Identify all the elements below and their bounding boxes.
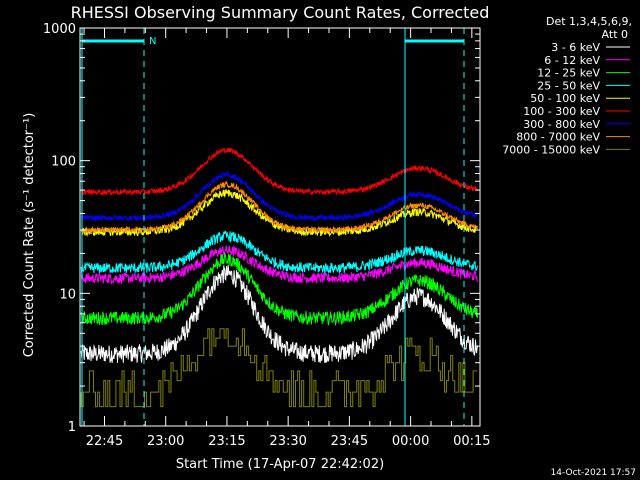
series-line-5 (80, 147, 478, 197)
x-tick-label: 23:30 (269, 434, 306, 449)
legend-label: 100 - 300 keV (523, 105, 600, 118)
series-line-2 (80, 252, 478, 327)
series-layer (80, 147, 478, 408)
plot-frame (79, 27, 481, 427)
y-tick-label: 1 (68, 420, 76, 435)
x-tick-label: 23:45 (331, 434, 368, 449)
detector-annotation: Det 1,3,4,5,6,9, (546, 15, 632, 28)
attenuator-annotation: Att 0 (602, 28, 628, 41)
series-line-0 (80, 265, 478, 364)
markers-layer: N (81, 28, 465, 426)
legend-label: 25 - 50 keV (537, 79, 600, 92)
night-marker-label: N (149, 36, 156, 47)
y-tick-label: 1000 (43, 22, 76, 37)
x-tick-label: 23:15 (208, 434, 245, 449)
series-line-8 (80, 328, 478, 408)
legend-label: 50 - 100 keV (530, 92, 600, 105)
legend-label: 7000 - 15000 keV (502, 143, 600, 156)
y-axis-label: Corrected Count Rate (s⁻¹ detector⁻¹) (22, 113, 37, 358)
legend-label: 300 - 800 keV (523, 118, 600, 131)
series-line-1 (80, 245, 478, 286)
y-tick-label: 100 (51, 155, 76, 170)
series-line-3 (80, 230, 478, 275)
x-tick-label: 00:15 (453, 434, 490, 449)
x-tick-label: 22:45 (86, 434, 123, 449)
x-tick-label: 23:00 (147, 434, 184, 449)
timestamp-annotation: 14-Oct-2021 17:57 (551, 468, 636, 478)
legend-label: 800 - 7000 keV (516, 131, 600, 144)
x-tick-label: 00:00 (392, 434, 429, 449)
legend-label: 3 - 6 keV (551, 41, 600, 54)
chart-title: RHESSI Observing Summary Count Rates, Co… (71, 3, 490, 22)
y-tick-label: 10 (59, 287, 76, 302)
series-line-7 (80, 180, 478, 235)
axis-layer: 1 10 100 1000 22:45 23:00 23:15 23:30 23:45 00:00… (43, 22, 491, 449)
series-line-4 (81, 188, 478, 237)
legend-label: 6 - 12 keV (544, 54, 600, 67)
x-axis-label: Start Time (17-Apr-07 22:42:02) (176, 457, 384, 472)
legend-label: 12 - 25 keV (537, 67, 600, 80)
series-line-6 (80, 170, 478, 222)
